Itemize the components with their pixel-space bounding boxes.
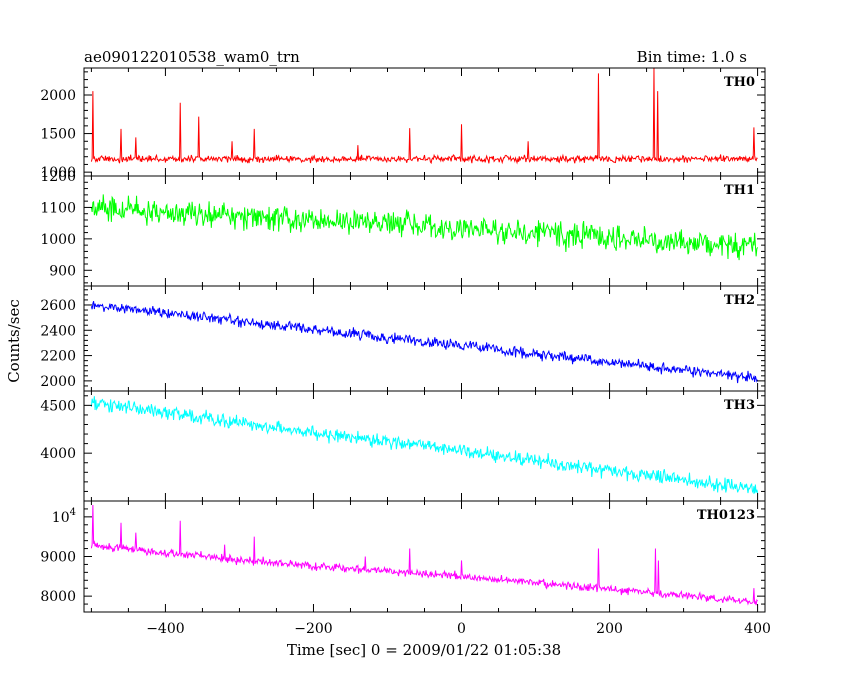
y-tick-label: 2000	[40, 374, 76, 390]
x-tick-label: 200	[596, 621, 623, 637]
panel-th0: 1000 1500 2000 TH0	[40, 67, 766, 181]
x-tick-label: −200	[294, 621, 332, 637]
panel-frame	[83, 500, 766, 613]
y-tick-label: 1100	[40, 200, 76, 216]
y-axis-label: Counts/sec	[5, 299, 23, 383]
y-tick-label: 1000	[40, 165, 76, 181]
series-line-th2	[90, 301, 759, 384]
panel-th3: 4000 4500 TH3	[40, 390, 766, 502]
y-tick-label: 9000	[40, 550, 76, 566]
y-tick-label: 2400	[40, 323, 76, 339]
x-axis-label: Time [sec] 0 = 2009/01/22 01:05:38	[287, 641, 561, 659]
series-line-th0	[90, 68, 758, 165]
series-line-th1	[90, 194, 759, 261]
x-tick-label: −400	[146, 621, 184, 637]
series-line-th0123	[90, 504, 759, 606]
bin-time-label: Bin time: 1.0 s	[637, 48, 747, 66]
y-tick-label: 2000	[40, 88, 76, 104]
y-tick-label: 2200	[40, 349, 76, 365]
panel-label-th1: TH1	[724, 183, 755, 198]
y-tick-label: 8000	[40, 589, 76, 605]
panels-group: 100015002000TH0900100011001200TH12000220…	[40, 67, 771, 637]
y-tick-exponent: 4	[70, 507, 76, 518]
panel-th2: 2000 2200 2400 2600 TH2	[40, 285, 766, 392]
x-tick-label: 0	[457, 621, 466, 637]
panel-th1: 900 1000 1100 1200 TH1	[40, 169, 766, 287]
panel-label-th3: TH3	[724, 398, 755, 413]
y-tick-label: 4500	[40, 398, 76, 414]
panel-frame	[83, 175, 766, 287]
chart-title: ae090122010538_wam0_trn	[84, 48, 300, 66]
x-tick-label: 400	[744, 621, 771, 637]
panel-label-th2: TH2	[724, 293, 755, 308]
y-tick-label: 1500	[40, 127, 76, 143]
y-tick-label: 4000	[40, 446, 76, 462]
series-line-th3	[90, 396, 759, 495]
panel-frame	[83, 285, 766, 392]
y-tick-label: 900	[49, 263, 76, 279]
panel-th0123: 8000 9000 104 TH0123	[40, 500, 766, 613]
y-tick-label: 104	[52, 507, 76, 526]
y-tick-label: 1000	[40, 232, 76, 248]
y-tick-label: 2600	[40, 298, 76, 314]
panel-label-th0: TH0	[724, 75, 755, 90]
y-tick-label: 1200	[40, 169, 76, 185]
panel-label-th0123: TH0123	[697, 508, 755, 523]
